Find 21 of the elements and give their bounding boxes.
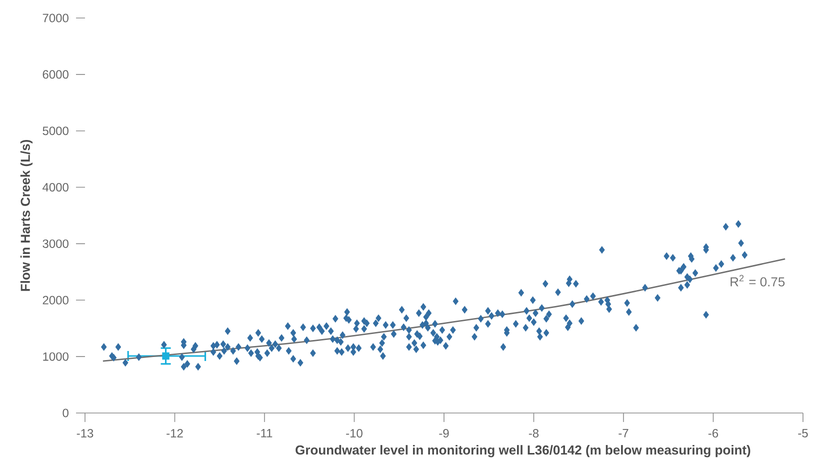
y-tick-label: 7000 <box>42 14 68 22</box>
y-axis-title: Flow in Harts Creek (L/s) <box>20 140 33 291</box>
x-tick-label: -7 <box>618 429 628 438</box>
y-tick-label: 0 <box>62 408 68 418</box>
x-tick-label: -8 <box>528 429 539 438</box>
y-tick-label: 6000 <box>42 70 68 79</box>
x-tick-label: -13 <box>76 429 94 438</box>
x-axis-title: Groundwater level in monitoring well L36/0142 (m below measuring point) <box>296 445 750 458</box>
y-tick-label: 3000 <box>42 239 68 248</box>
x-tick-label: -12 <box>166 429 183 438</box>
y-tick-label: 5000 <box>42 126 68 136</box>
line-series <box>102 258 786 362</box>
annotation: R$^{2}$ = 0.75 <box>730 274 785 286</box>
y-tick-label: 4000 <box>42 183 68 192</box>
x-tick-label: -10 <box>346 429 362 438</box>
x-tick-label: -6 <box>708 429 718 438</box>
x-tick-label: -9 <box>439 429 449 438</box>
x-tick-label: -11 <box>256 429 272 438</box>
y-tick-label: 2000 <box>42 296 68 304</box>
y-tick-label: 1000 <box>43 352 68 361</box>
x-tick-label: -5 <box>798 429 808 438</box>
